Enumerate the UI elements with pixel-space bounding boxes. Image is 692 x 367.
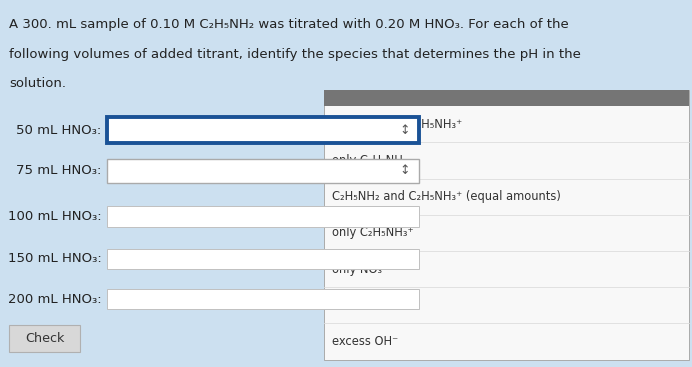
Text: 75 mL HNO₃:: 75 mL HNO₃:: [17, 164, 102, 177]
Text: excess OH⁻: excess OH⁻: [332, 335, 399, 348]
Text: solution.: solution.: [9, 77, 66, 90]
Text: following volumes of added titrant, identify the species that determines the pH : following volumes of added titrant, iden…: [9, 48, 581, 61]
Bar: [9, 325, 80, 352]
Text: ↕: ↕: [400, 124, 410, 137]
Bar: [107, 159, 419, 182]
Text: 100 mL HNO₃:: 100 mL HNO₃:: [8, 210, 102, 223]
Bar: [107, 117, 419, 143]
Text: C₂H₅NH₂ and C₂H₅NH₃⁺: C₂H₅NH₂ and C₂H₅NH₃⁺: [332, 118, 462, 131]
Bar: [324, 90, 689, 360]
Text: excess H₃O⁺: excess H₃O⁺: [332, 299, 403, 312]
Text: only C₂H₅NH₃⁺: only C₂H₅NH₃⁺: [332, 226, 414, 239]
Text: only NO₃⁻: only NO₃⁻: [332, 263, 388, 276]
Text: only C₂H₅NH₂: only C₂H₅NH₂: [332, 154, 408, 167]
Bar: [324, 90, 689, 106]
Text: A 300. mL sample of 0.10 M C₂H₅NH₂ was titrated with 0.20 M HNO₃. For each of th: A 300. mL sample of 0.10 M C₂H₅NH₂ was t…: [9, 18, 569, 31]
Text: ↕: ↕: [400, 164, 410, 177]
Bar: [107, 207, 419, 227]
Bar: [107, 249, 419, 269]
Text: 150 mL HNO₃:: 150 mL HNO₃:: [8, 252, 102, 265]
Text: C₂H₅NH₂ and C₂H₅NH₃⁺ (equal amounts): C₂H₅NH₂ and C₂H₅NH₃⁺ (equal amounts): [332, 190, 561, 203]
Text: 50 mL HNO₃:: 50 mL HNO₃:: [17, 124, 102, 137]
Bar: [107, 289, 419, 309]
Text: 200 mL HNO₃:: 200 mL HNO₃:: [8, 292, 102, 306]
Text: Check: Check: [25, 332, 64, 345]
